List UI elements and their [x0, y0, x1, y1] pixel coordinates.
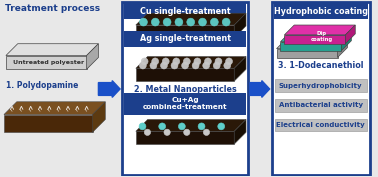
- Circle shape: [178, 123, 185, 130]
- Polygon shape: [136, 119, 246, 131]
- Circle shape: [215, 58, 222, 65]
- Circle shape: [152, 58, 159, 65]
- Polygon shape: [136, 56, 246, 68]
- Text: Untreated polyester: Untreated polyester: [12, 60, 84, 65]
- Polygon shape: [4, 102, 105, 115]
- Text: 3. 1-Dodecanethiol: 3. 1-Dodecanethiol: [278, 61, 364, 70]
- Text: Electrical conductivity: Electrical conductivity: [276, 122, 365, 128]
- Circle shape: [171, 62, 178, 69]
- Text: Hydrophobic coating: Hydrophobic coating: [274, 7, 368, 16]
- Polygon shape: [234, 56, 246, 81]
- Polygon shape: [338, 39, 347, 58]
- Polygon shape: [87, 44, 98, 69]
- Polygon shape: [136, 68, 234, 81]
- Polygon shape: [6, 44, 98, 56]
- Text: Ag single-treatment: Ag single-treatment: [139, 34, 231, 43]
- Circle shape: [218, 123, 225, 130]
- Circle shape: [226, 58, 232, 65]
- Circle shape: [139, 123, 146, 130]
- Circle shape: [144, 129, 150, 135]
- Polygon shape: [277, 49, 338, 58]
- Circle shape: [139, 18, 147, 26]
- Circle shape: [203, 62, 210, 69]
- Text: Superhydrophobicity: Superhydrophobicity: [279, 82, 363, 88]
- Circle shape: [187, 18, 195, 26]
- Text: Cu single-treatment: Cu single-treatment: [140, 7, 230, 16]
- Polygon shape: [136, 131, 234, 144]
- FancyBboxPatch shape: [124, 3, 246, 19]
- FancyBboxPatch shape: [274, 79, 367, 92]
- Circle shape: [203, 129, 210, 135]
- Circle shape: [198, 18, 206, 26]
- Text: Treatment process: Treatment process: [5, 4, 100, 13]
- Polygon shape: [4, 115, 93, 132]
- Circle shape: [141, 58, 148, 65]
- Polygon shape: [136, 13, 246, 25]
- Polygon shape: [136, 25, 234, 38]
- Circle shape: [222, 18, 230, 26]
- Polygon shape: [284, 25, 355, 35]
- Circle shape: [162, 58, 169, 65]
- Polygon shape: [93, 102, 105, 132]
- Text: Antibacterial activity: Antibacterial activity: [279, 102, 363, 108]
- Circle shape: [204, 58, 211, 65]
- FancyBboxPatch shape: [274, 99, 367, 112]
- Circle shape: [161, 62, 167, 69]
- FancyBboxPatch shape: [274, 3, 368, 19]
- Circle shape: [151, 18, 159, 26]
- Circle shape: [163, 18, 171, 26]
- Text: Dip
coating: Dip coating: [311, 32, 333, 42]
- Circle shape: [150, 62, 157, 69]
- Circle shape: [173, 58, 180, 65]
- FancyBboxPatch shape: [274, 119, 367, 131]
- Circle shape: [159, 123, 166, 130]
- Circle shape: [192, 62, 199, 69]
- Text: Cu+Ag
combined-treatment: Cu+Ag combined-treatment: [143, 97, 227, 110]
- Circle shape: [184, 129, 190, 135]
- Circle shape: [198, 123, 205, 130]
- Polygon shape: [341, 32, 351, 51]
- Circle shape: [175, 18, 183, 26]
- FancyBboxPatch shape: [124, 93, 246, 115]
- FancyBboxPatch shape: [124, 31, 246, 47]
- Circle shape: [211, 18, 218, 26]
- Circle shape: [194, 58, 201, 65]
- FancyArrow shape: [98, 81, 120, 97]
- Circle shape: [181, 62, 189, 69]
- Polygon shape: [234, 13, 246, 38]
- Text: 2. Metal Nanoparticles: 2. Metal Nanoparticles: [134, 85, 236, 94]
- Circle shape: [164, 129, 170, 135]
- FancyArrow shape: [250, 81, 270, 97]
- Polygon shape: [280, 32, 351, 42]
- Polygon shape: [284, 35, 345, 44]
- FancyBboxPatch shape: [272, 2, 370, 175]
- Circle shape: [183, 58, 190, 65]
- Polygon shape: [280, 42, 341, 51]
- Polygon shape: [345, 25, 355, 44]
- Polygon shape: [277, 39, 347, 49]
- Polygon shape: [6, 56, 87, 69]
- Circle shape: [213, 62, 220, 69]
- Text: 1. Polydopamine: 1. Polydopamine: [6, 81, 78, 90]
- FancyBboxPatch shape: [122, 2, 248, 175]
- Circle shape: [139, 62, 146, 69]
- Polygon shape: [234, 119, 246, 144]
- Circle shape: [224, 62, 231, 69]
